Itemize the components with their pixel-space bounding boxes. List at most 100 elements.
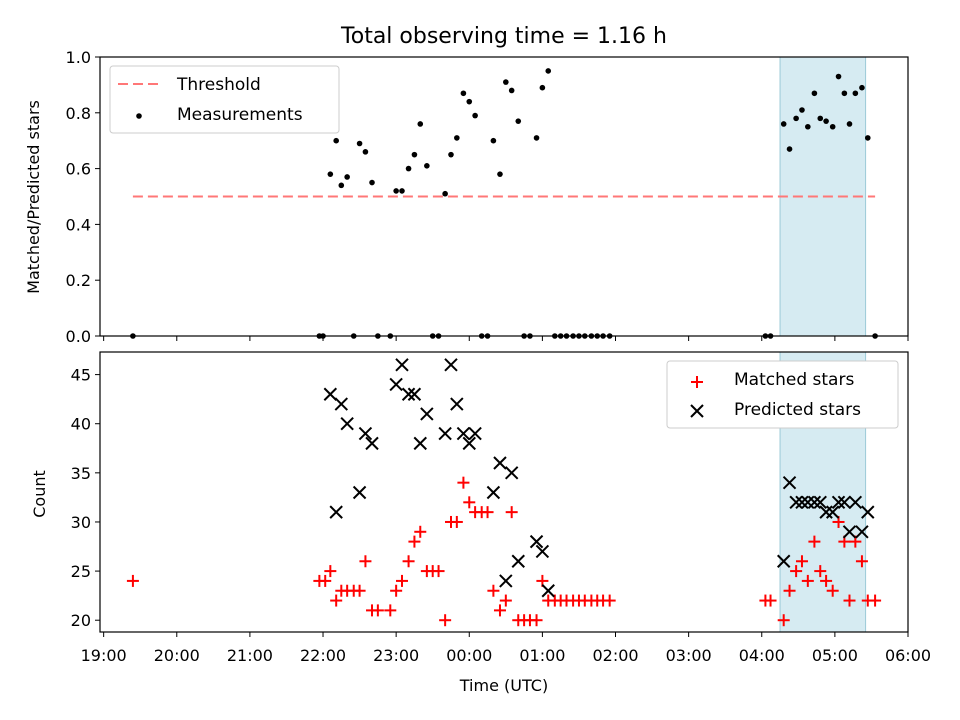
measurement-point (424, 163, 430, 169)
matched-star-point (402, 555, 415, 568)
top-y-axis: 0.0 0.2 0.4 0.6 0.8 1.0 (66, 48, 100, 346)
measurement-point (333, 137, 339, 144)
matched-star-point (324, 565, 337, 578)
predicted-star-point (365, 436, 379, 451)
measurement-point (442, 190, 448, 197)
measurement-point (823, 118, 829, 124)
predicted-star-point (389, 377, 403, 392)
measurement-point (460, 90, 467, 97)
measurement-point (344, 174, 350, 180)
bottom-legend-box (666, 360, 899, 429)
predicted-star-point (462, 436, 476, 451)
matched-star-point (764, 594, 777, 607)
predicted-star-point (486, 485, 501, 500)
bottom-y-tick-label: 30 (71, 513, 91, 532)
measurement-point (799, 107, 805, 113)
measurement-point (829, 123, 836, 130)
measurement-point (417, 121, 424, 127)
bottom-legend: Matched stars Predicted stars (666, 360, 899, 429)
predicted-star-point (855, 525, 869, 539)
top-y-axis-title: Matched/Predicted stars (24, 100, 43, 294)
matched-star-point (499, 594, 512, 607)
measurement-point (369, 179, 375, 186)
predicted-star-point (861, 505, 875, 519)
legend-measurements-swatch (136, 113, 142, 119)
measurement-point (852, 90, 859, 97)
matched-star-point (353, 584, 366, 597)
bottom-y-tick-label: 35 (71, 464, 91, 483)
measurement-point (497, 171, 503, 177)
measurement-point (472, 112, 478, 119)
predicted-star-point (456, 426, 471, 441)
measurement-point (793, 115, 799, 122)
measurement-point (399, 188, 405, 194)
x-tick-label: 06:00 (885, 646, 931, 665)
predicted-star-point (837, 495, 852, 510)
bottom-axes-frame (99, 351, 909, 633)
matched-star-point (855, 555, 868, 568)
predicted-star-point (511, 554, 525, 568)
matched-star-point (795, 555, 808, 568)
measurement-point (846, 121, 853, 127)
matched-star-point (783, 584, 796, 597)
matched-star-point (487, 584, 500, 597)
measurement-point (503, 79, 509, 85)
x-tick-label: 01:00 (519, 646, 565, 665)
measurement-point (817, 115, 824, 122)
measurement-point (859, 84, 865, 91)
predicted-star-point (825, 505, 840, 519)
top-y-tick-label: 0.6 (66, 160, 91, 179)
legend-matched-label: Matched stars (734, 370, 854, 390)
measurement-point (454, 135, 460, 141)
top-panel: Total observing time = 1.16 h 0.00.20.40… (24, 24, 909, 346)
x-tick-label: 19:00 (81, 646, 127, 665)
x-tick-label: 02:00 (592, 646, 638, 665)
predicted-star-point (535, 544, 550, 559)
measurement-point (545, 68, 552, 74)
predicted-star-point (401, 387, 416, 401)
top-y-tick-label: 1.0 (66, 48, 91, 67)
top-y-tick-label: 0.4 (66, 215, 91, 234)
matched-star-point (126, 574, 139, 587)
bottom-y-tick-label: 20 (71, 611, 91, 630)
top-legend: Threshold Measurements (109, 65, 340, 134)
predicted-star-point (450, 397, 464, 411)
predicted-star-point (352, 485, 367, 500)
predicted-star-point (529, 534, 544, 549)
x-tick-label: 21:00 (227, 646, 273, 665)
matched-star-point (790, 565, 803, 578)
predicted-star-point (789, 495, 803, 510)
chart-title: Total observing time = 1.16 h (340, 24, 667, 49)
bottom-y-tick-label: 45 (71, 366, 91, 385)
matched-star-point (826, 584, 839, 597)
predicted-star-point (813, 495, 827, 510)
top-y-tick-label: 0.0 (66, 327, 91, 346)
measurement-point (811, 90, 818, 97)
matched-star-point (481, 506, 494, 519)
matched-star-point (359, 555, 372, 568)
measurement-point (411, 151, 418, 158)
measurement-point (805, 123, 811, 130)
predicted-star-point (438, 426, 452, 441)
matched-star-point (384, 604, 397, 617)
x-tick-label: 04:00 (739, 646, 785, 665)
matched-star-point (457, 476, 470, 489)
measurement-point (405, 165, 412, 172)
matched-points (126, 476, 882, 627)
predicted-star-point (504, 466, 519, 480)
measurement-point (841, 90, 848, 97)
matched-star-point (820, 574, 833, 587)
matched-star-point (319, 574, 332, 587)
measurement-point (327, 171, 334, 177)
predicted-star-point (499, 574, 513, 588)
top-legend-box (109, 65, 340, 134)
matched-star-point (493, 604, 506, 617)
x-tick-label: 23:00 (373, 646, 419, 665)
matched-star-point (450, 515, 463, 528)
bottom-y-axis-title: Count (30, 470, 49, 518)
measurement-point (362, 149, 369, 155)
measurement-point (533, 135, 540, 141)
top-x-ticks (103, 336, 909, 341)
legend-predicted-label: Predicted stars (734, 400, 861, 420)
predicted-star-point (407, 387, 422, 401)
